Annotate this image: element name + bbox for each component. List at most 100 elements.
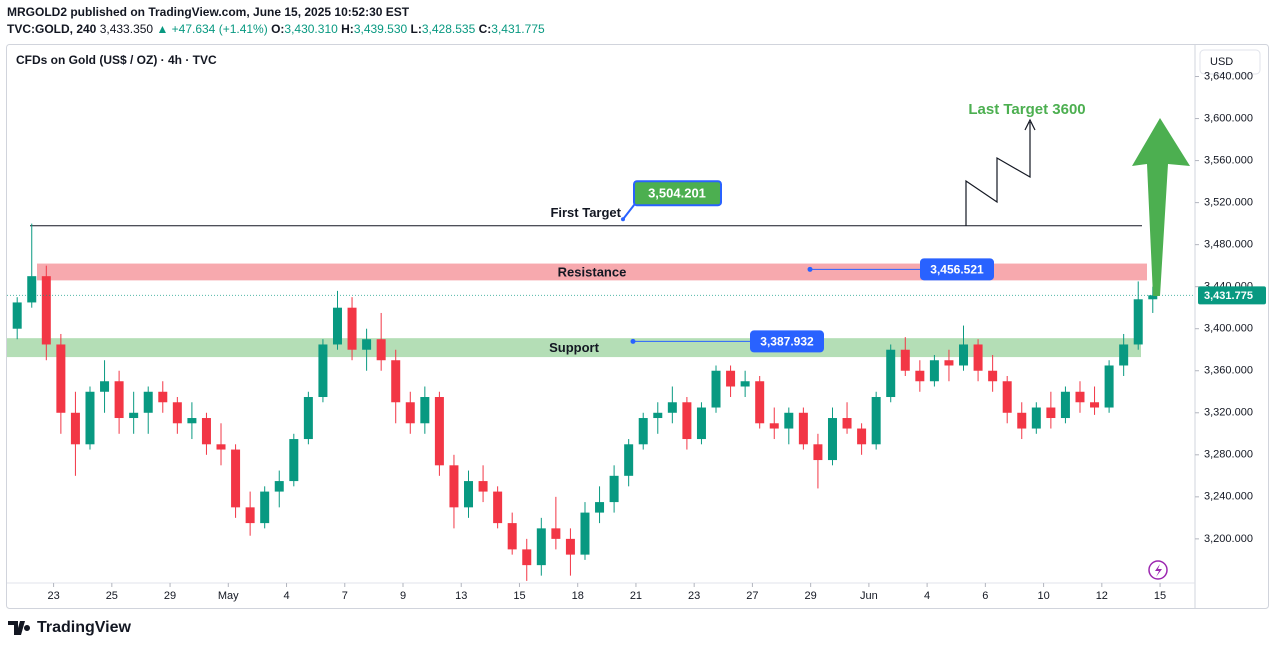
candle-body (929, 360, 939, 382)
candle-body (536, 528, 546, 566)
candle-body (1075, 391, 1085, 403)
candle-body (260, 491, 270, 524)
candle-body (70, 412, 80, 445)
y-tick-label: 3,320.000 (1204, 407, 1253, 419)
y-tick-label: 3,240.000 (1204, 491, 1253, 503)
candle-body (1017, 412, 1027, 429)
candle-body (696, 407, 706, 440)
candle-body (362, 339, 372, 350)
candle-body (245, 507, 255, 524)
candle-body (769, 423, 779, 429)
zigzag-arrow-head (1024, 118, 1036, 131)
candle-body (784, 412, 794, 429)
price-label-dot (630, 338, 636, 344)
candle-body (711, 370, 721, 408)
ohlc-label: L: (410, 22, 422, 36)
x-tick-label: 7 (342, 590, 348, 602)
plot: 3,200.000 3,240.000 3,280.000 3,320.000 3,36… (7, 70, 1253, 602)
candle-body (886, 349, 896, 398)
price-label-box (750, 330, 824, 353)
candle-body (493, 491, 503, 524)
x-tick-label: 9 (400, 590, 406, 602)
x-tick-label: 4 (283, 590, 289, 602)
candle-body (624, 444, 634, 476)
chart-title: CFDs on Gold (US$ / OZ) · 4h · TVC (16, 53, 217, 67)
candle-body (667, 402, 677, 413)
y-tick-label: 3,200.000 (1204, 533, 1253, 545)
candle-body (434, 397, 444, 466)
candle-body (405, 402, 415, 424)
candle-body (332, 307, 342, 345)
x-tick-label: 25 (106, 590, 118, 602)
event-icon[interactable] (1148, 560, 1168, 580)
candle-body (478, 481, 488, 492)
candle-body (143, 391, 153, 413)
candle-body (41, 276, 51, 345)
last-price-tag (1198, 286, 1266, 305)
target-label: First Target (550, 205, 621, 220)
candle-body (551, 528, 561, 539)
candle-body (1133, 299, 1143, 345)
price-label-text: 3,456.521 (930, 262, 984, 276)
x-tick-label: 29 (805, 590, 817, 602)
x-tick-label: 23 (47, 590, 59, 602)
change: ▲ +47.634 (+1.41%) (156, 22, 268, 36)
currency: USD (1210, 56, 1233, 68)
x-tick-label: 15 (513, 590, 525, 602)
chart: CFDs on Gold (US$ / OZ) · 4h · TVC USD 3… (6, 44, 1269, 609)
candle-body (580, 512, 590, 555)
candle-body (653, 412, 663, 419)
tag-box (633, 180, 722, 207)
candle-body (900, 349, 910, 371)
y-tick-label: 3,480.000 (1204, 239, 1253, 251)
zone-label: Support (549, 340, 599, 355)
price-label-box (920, 258, 994, 281)
brand: TradingView (37, 619, 131, 636)
x-tick-label: 29 (164, 590, 176, 602)
author-line: MRGOLD2 published on TradingView.com, Ju… (7, 5, 410, 19)
last-price: 3,433.350 (99, 22, 154, 36)
candle-body (114, 381, 124, 419)
candle-body (507, 523, 517, 550)
candle-body (27, 276, 37, 303)
symbol-line: TVC:GOLD, 240 3,433.350 ▲ +47.634 (+1.41… (7, 21, 545, 38)
zigzag-arrow (965, 122, 1031, 226)
x-tick-label: 27 (746, 590, 758, 602)
candle-body (682, 402, 692, 440)
x-tick-label: May (218, 590, 239, 602)
candle-body (595, 502, 605, 513)
candle-body (988, 370, 998, 382)
candle-body (565, 538, 575, 555)
header: MRGOLD2 published on TradingView.com, Ju… (7, 4, 545, 38)
candle-body (1031, 407, 1041, 429)
candle-body (420, 397, 430, 424)
candle-body (376, 339, 386, 361)
candle-body (813, 444, 823, 461)
candle-body (959, 344, 969, 366)
candle-body (915, 370, 925, 382)
candle-body (187, 418, 197, 424)
logo (8, 621, 31, 635)
candle-body (274, 481, 284, 492)
x-tick-label: 18 (572, 590, 584, 602)
candle-body (842, 418, 852, 429)
candle-body (1046, 407, 1056, 419)
candle-body (231, 449, 241, 508)
candle-body (827, 418, 837, 461)
candle-body (158, 391, 168, 403)
candle-body (609, 475, 619, 503)
candle-body (973, 344, 983, 371)
candle-body (1148, 295, 1158, 300)
candle-body (129, 412, 139, 419)
currency-button[interactable] (1199, 49, 1261, 75)
symbol: TVC:GOLD, 240 (7, 22, 97, 36)
candle-body (1119, 344, 1129, 366)
x-tick-label: 13 (455, 590, 467, 602)
candle-body (201, 418, 211, 445)
candle-body (318, 344, 328, 398)
ohlc-value: 3,428.535 (421, 22, 476, 36)
x-tick-label: 6 (982, 590, 988, 602)
candle-body (100, 381, 110, 392)
candle-body (755, 381, 765, 424)
